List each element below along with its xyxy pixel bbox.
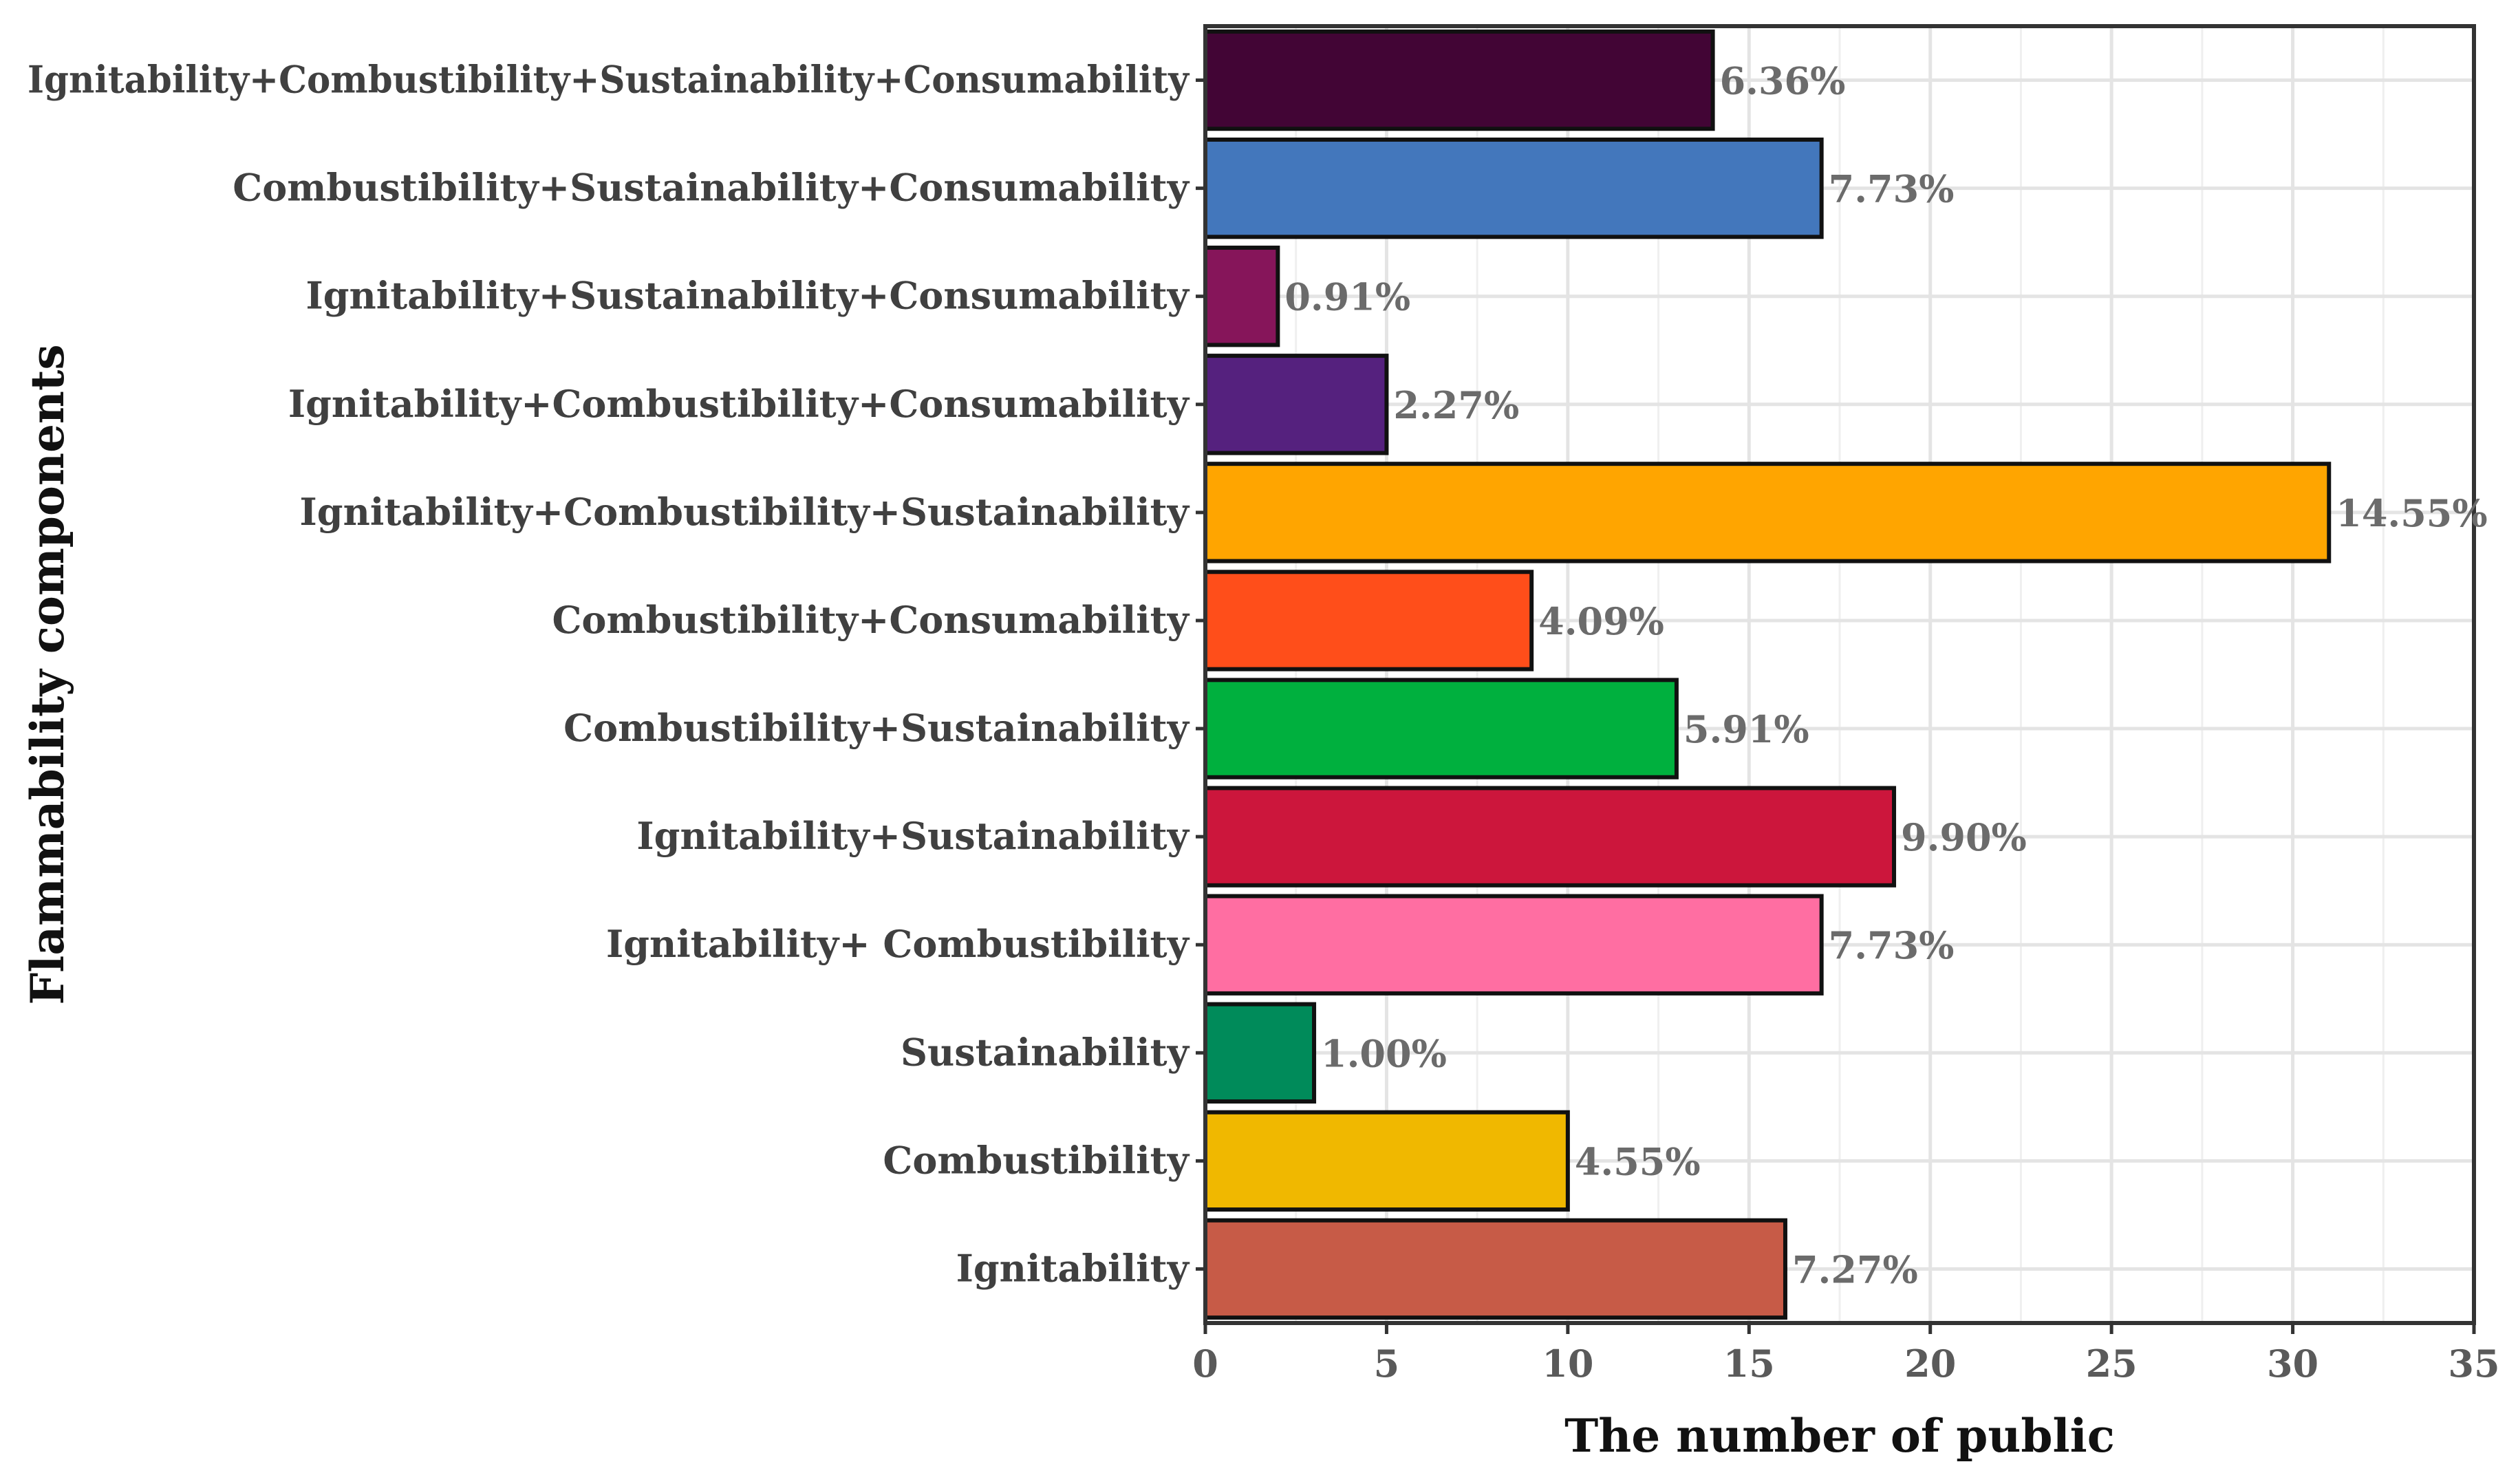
y-tick-label: Ignitability+Sustainability+Consumabilit…: [306, 274, 1190, 318]
grid-lines: [1203, 26, 2476, 1323]
y-tick-label: Combustibility+Sustainability: [563, 706, 1190, 750]
x-tick-label: 0: [1192, 1342, 1218, 1386]
y-tick-label: Ignitability: [956, 1246, 1190, 1290]
y-tick-label: Ignitability+Combustibility+Sustainabili…: [28, 58, 1190, 102]
bar-value-label: 14.55%: [2336, 491, 2487, 535]
bar: [1203, 246, 1280, 347]
y-tick-label: Ignitability+Combustibility+Consumabilit…: [288, 382, 1190, 426]
x-tick-label: 20: [1904, 1342, 1956, 1386]
bar: [1203, 570, 1534, 671]
bar-value-label: 9.90%: [1901, 815, 2027, 859]
labels: 6.36% Ignitability+Combustibility+Sustain…: [28, 58, 2500, 1386]
bar: [1203, 1218, 1787, 1320]
x-tick-label: 30: [2267, 1342, 2318, 1386]
bar-value-label: 7.73%: [1829, 923, 1955, 967]
y-axis-title: Flammability components: [21, 344, 74, 1004]
bar-value-label: 4.09%: [1538, 599, 1664, 643]
x-tick-label: 5: [1374, 1342, 1400, 1386]
bar: [1203, 29, 1715, 131]
bar: [1203, 1110, 1570, 1212]
bar: [1203, 894, 1824, 996]
y-tick-label: Combustibility+Sustainability+Consumabil…: [233, 166, 1190, 210]
y-tick-label: Sustainability: [901, 1030, 1190, 1074]
bar-value-label: 5.91%: [1683, 707, 1809, 751]
bar-value-label: 2.27%: [1393, 383, 1519, 427]
bar: [1203, 786, 1897, 888]
bar: [1203, 137, 1824, 239]
bars: [1203, 29, 2332, 1320]
bar: [1203, 1002, 1317, 1104]
bar: [1203, 462, 2332, 563]
plot-frame: [1203, 24, 2476, 1325]
x-tick-label: 25: [2086, 1342, 2138, 1386]
bar: [1203, 678, 1679, 779]
x-tick-label: 10: [1542, 1342, 1593, 1386]
bar-value-label: 7.27%: [1792, 1247, 1918, 1291]
y-tick-label: Ignitability+ Combustibility: [606, 922, 1190, 966]
y-tick-label: Ignitability+Combustibility+Sustainabili…: [300, 490, 1190, 534]
x-axis-title: The number of public: [1564, 1409, 2115, 1463]
y-tick-label: Ignitability+Sustainability: [636, 814, 1190, 858]
bar-value-label: 7.73%: [1829, 167, 1955, 211]
bar-value-label: 0.91%: [1284, 275, 1410, 319]
bar-value-label: 6.36%: [1720, 59, 1846, 103]
bar-value-label: 4.55%: [1575, 1139, 1701, 1183]
y-tick-label: Combustibility: [883, 1138, 1190, 1182]
bar: [1203, 354, 1389, 455]
bar-value-label: 1.00%: [1321, 1031, 1447, 1075]
axis-ticks: [1196, 78, 2476, 1334]
y-tick-label: Combustibility+Consumability: [552, 598, 1190, 642]
x-tick-label: 35: [2448, 1342, 2499, 1386]
x-tick-label: 15: [1723, 1342, 1775, 1386]
